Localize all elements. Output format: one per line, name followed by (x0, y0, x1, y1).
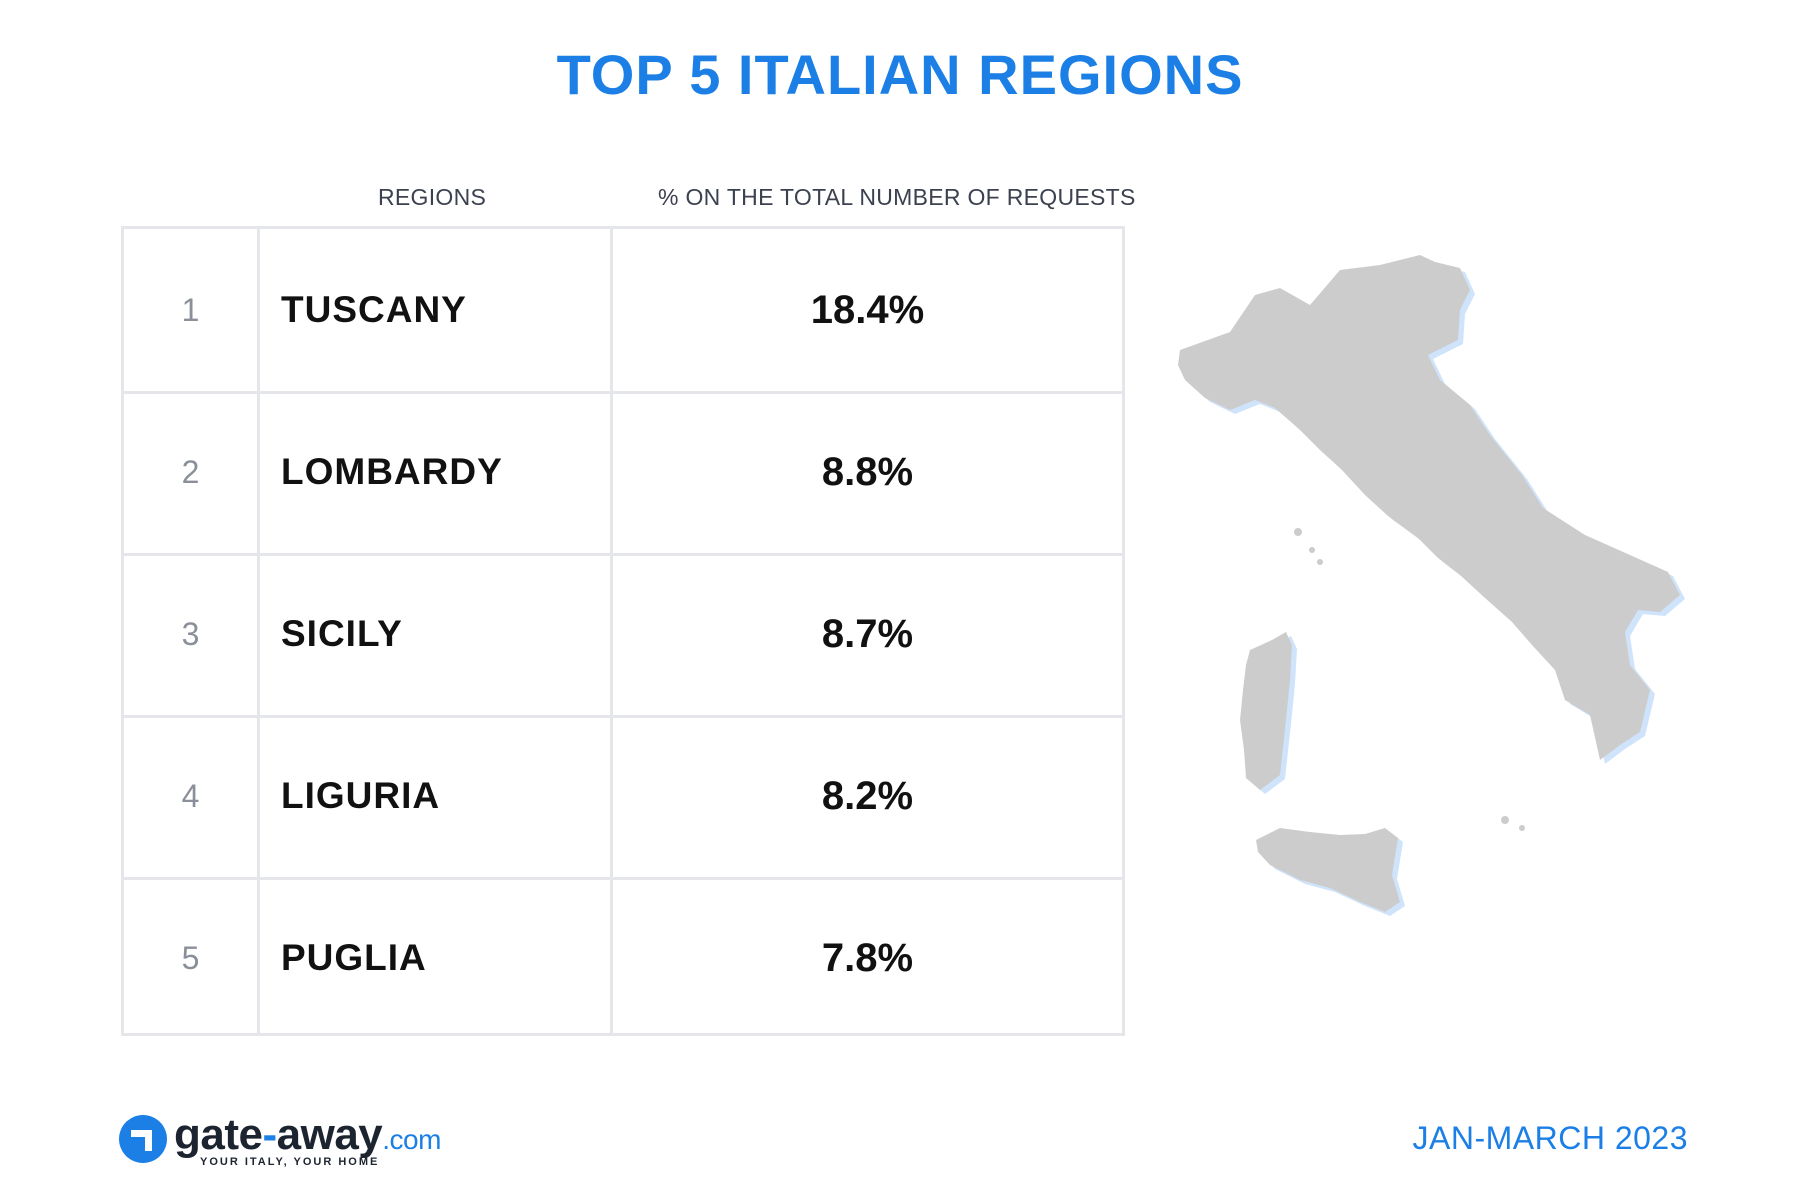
period-label: JAN-MARCH 2023 (1412, 1120, 1688, 1156)
brand-name-part: gate (174, 1110, 263, 1159)
rank-cell: 2 (181, 453, 200, 490)
column-divider (610, 229, 613, 1033)
column-header-percent: % ON THE TOTAL NUMBER OF REQUESTS (658, 184, 1136, 210)
region-cell: TUSCANY (281, 289, 467, 330)
rank-cell: 3 (181, 615, 200, 652)
rank-cell: 1 (181, 291, 200, 328)
percent-cell: 18.4% (810, 287, 925, 332)
rank-cell: 4 (181, 777, 200, 814)
italy-map-icon (1178, 255, 1685, 916)
region-cell: LOMBARDY (281, 451, 503, 492)
table-row: 5 PUGLIA 7.8% (124, 877, 1122, 1039)
region-cell: SICILY (281, 613, 403, 654)
percent-cell: 8.7% (821, 611, 914, 656)
row-divider (124, 715, 1122, 718)
table-row: 1 TUSCANY 18.4% (124, 229, 1122, 391)
percent-cell: 7.8% (821, 935, 914, 980)
region-cell: PUGLIA (281, 937, 427, 978)
table-row: 3 SICILY 8.7% (124, 553, 1122, 715)
column-header-regions: REGIONS (378, 184, 487, 210)
brand-tld: .com (382, 1124, 441, 1155)
brand-name-part: away (276, 1110, 383, 1159)
gate-away-logo-icon (119, 1115, 167, 1163)
rank-cell: 5 (181, 939, 200, 976)
row-divider (124, 877, 1122, 880)
brand-wordmark: gate-away.com (174, 1110, 441, 1160)
percent-cell: 8.8% (821, 449, 914, 494)
page-title: TOP 5 ITALIAN REGIONS (556, 43, 1244, 106)
percent-cell: 8.2% (821, 773, 914, 818)
table-row: 2 LOMBARDY 8.8% (124, 391, 1122, 553)
row-divider (124, 391, 1122, 394)
brand-name-dash: - (262, 1110, 277, 1159)
column-divider (257, 229, 260, 1033)
brand-tagline: YOUR ITALY, YOUR HOME (200, 1156, 380, 1168)
row-divider (124, 553, 1122, 556)
regions-table: 1 TUSCANY 18.4% 2 LOMBARDY 8.8% 3 SICILY… (121, 226, 1125, 1036)
region-cell: LIGURIA (281, 775, 441, 816)
table-row: 4 LIGURIA 8.2% (124, 715, 1122, 877)
